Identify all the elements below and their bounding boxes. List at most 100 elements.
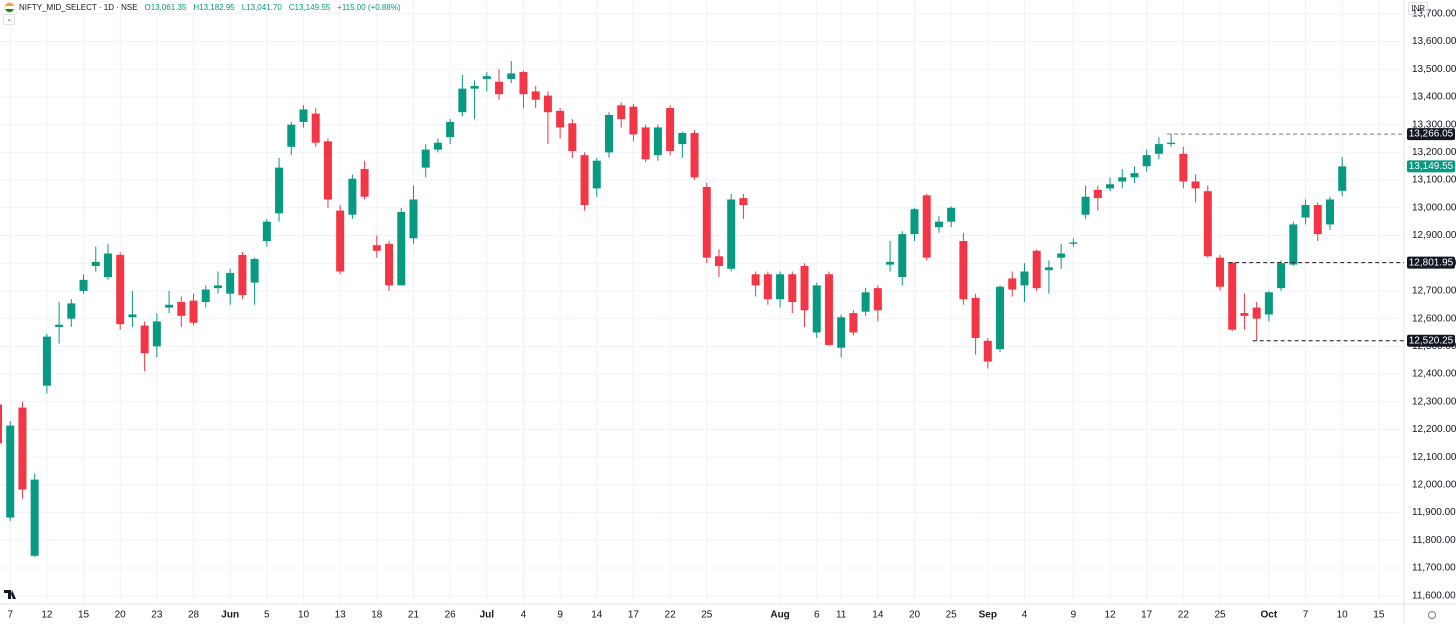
- x-tick-label: 9: [557, 610, 563, 621]
- candle-body: [0, 404, 2, 444]
- candle-body: [238, 254, 247, 296]
- candle-body: [678, 132, 687, 145]
- candle-body: [1044, 267, 1053, 271]
- candle-body: [103, 253, 112, 278]
- candle-body: [262, 221, 271, 242]
- y-tick-label: 13,600.00: [1412, 36, 1456, 47]
- y-tick-label: 13,200.00: [1412, 147, 1456, 158]
- candle-body: [311, 113, 320, 143]
- candle-body: [531, 91, 540, 100]
- currency[interactable]: INR: [1408, 2, 1428, 15]
- candle-body: [861, 292, 870, 312]
- candle-body: [1277, 263, 1286, 289]
- x-tick-label: 4: [1022, 610, 1028, 621]
- x-tick-label: 17: [628, 610, 640, 621]
- candle-body: [336, 210, 345, 272]
- candle-body: [1130, 173, 1139, 178]
- candle-body: [140, 325, 149, 354]
- candle-body: [714, 256, 723, 266]
- ohlc-change: +115.00 (+0.88%): [337, 3, 401, 12]
- candle-body: [1313, 205, 1322, 235]
- candle-body: [727, 199, 736, 269]
- x-tick-label: 4: [521, 610, 527, 621]
- candle-body: [556, 110, 565, 128]
- price-label: 12,801.95: [1409, 257, 1454, 268]
- candle-body: [42, 336, 51, 386]
- candle-body: [617, 105, 626, 120]
- candle-body: [79, 279, 88, 291]
- candle-body: [1264, 292, 1273, 315]
- candle-body: [800, 265, 809, 311]
- candle-body: [165, 304, 174, 308]
- x-tick-label: 17: [1141, 610, 1153, 621]
- candle-body: [1252, 307, 1261, 319]
- candle-body: [128, 314, 137, 318]
- candle-body: [1069, 242, 1078, 244]
- candle-body: [1008, 278, 1017, 290]
- y-tick-label: 12,600.00: [1412, 313, 1456, 324]
- ohlc-close: C13,149.55: [288, 3, 331, 12]
- candle-body: [1118, 177, 1127, 182]
- x-tick-label: Aug: [770, 610, 789, 621]
- candle-body: [348, 178, 357, 215]
- x-tick-label: 9: [1071, 610, 1077, 621]
- price-label-bg: [1407, 334, 1455, 347]
- ohlc-open: O13,061.35: [144, 3, 187, 12]
- candle-body: [116, 254, 125, 325]
- candle-body: [177, 302, 186, 316]
- candle-body: [788, 274, 797, 302]
- price-label-bg: [1407, 256, 1455, 269]
- x-tick-label: Sep: [979, 610, 997, 621]
- candle-body: [1020, 271, 1029, 286]
- candle-body: [201, 289, 210, 302]
- x-tick-label: 14: [591, 610, 603, 621]
- x-tick-label: 12: [41, 610, 53, 621]
- candle-body: [580, 155, 589, 206]
- x-tick-label: 22: [1178, 610, 1190, 621]
- candle-body: [30, 479, 39, 556]
- candle-body: [213, 285, 222, 289]
- y-tick-label: 13,300.00: [1412, 119, 1456, 130]
- candle-body: [55, 324, 64, 327]
- price-label: 13,266.05: [1409, 129, 1454, 140]
- collapse-button[interactable]: ⌄: [3, 14, 15, 25]
- x-tick-label: 7: [1303, 610, 1309, 621]
- candle-body: [1240, 313, 1249, 316]
- candle-body: [739, 198, 748, 206]
- x-tick-label: Jun: [221, 610, 239, 621]
- candle-body: [495, 81, 504, 95]
- candle-body: [446, 121, 455, 138]
- x-tick-label: 21: [408, 610, 420, 621]
- candle-body: [1032, 250, 1041, 289]
- price-label: 12,520.25: [1409, 335, 1454, 346]
- candle-body: [385, 243, 394, 286]
- candle-body: [152, 321, 161, 347]
- y-tick-label: 13,100.00: [1412, 175, 1456, 186]
- candle-body: [1203, 191, 1212, 257]
- x-tick-label: 15: [1373, 610, 1385, 621]
- candle-body: [666, 108, 675, 151]
- y-tick-label: 11,800.00: [1412, 535, 1456, 546]
- symbol[interactable]: NIFTY_MID_SELECT · 1D · NSE: [19, 3, 138, 12]
- candle-body: [1179, 153, 1188, 182]
- x-tick-label: 7: [7, 610, 13, 621]
- y-tick-label: 12,100.00: [1412, 452, 1456, 463]
- candle-body: [421, 149, 430, 168]
- x-tick-label: 28: [188, 610, 200, 621]
- candle-body: [824, 274, 833, 345]
- x-tick-label: 22: [665, 610, 677, 621]
- y-tick-label: 13,500.00: [1412, 64, 1456, 75]
- candle-body: [653, 127, 662, 156]
- x-tick-label: 18: [371, 610, 383, 621]
- candle-body: [751, 274, 760, 286]
- candle-body: [287, 124, 296, 147]
- candle-body: [812, 285, 821, 333]
- x-tick-label: 14: [872, 610, 884, 621]
- x-tick-label: 12: [1104, 610, 1116, 621]
- y-tick-label: 11,700.00: [1412, 563, 1456, 574]
- candle-body: [898, 234, 907, 278]
- y-tick-label: 11,600.00: [1412, 590, 1456, 601]
- candle-body: [519, 72, 528, 95]
- x-tick-label: 11: [836, 610, 847, 621]
